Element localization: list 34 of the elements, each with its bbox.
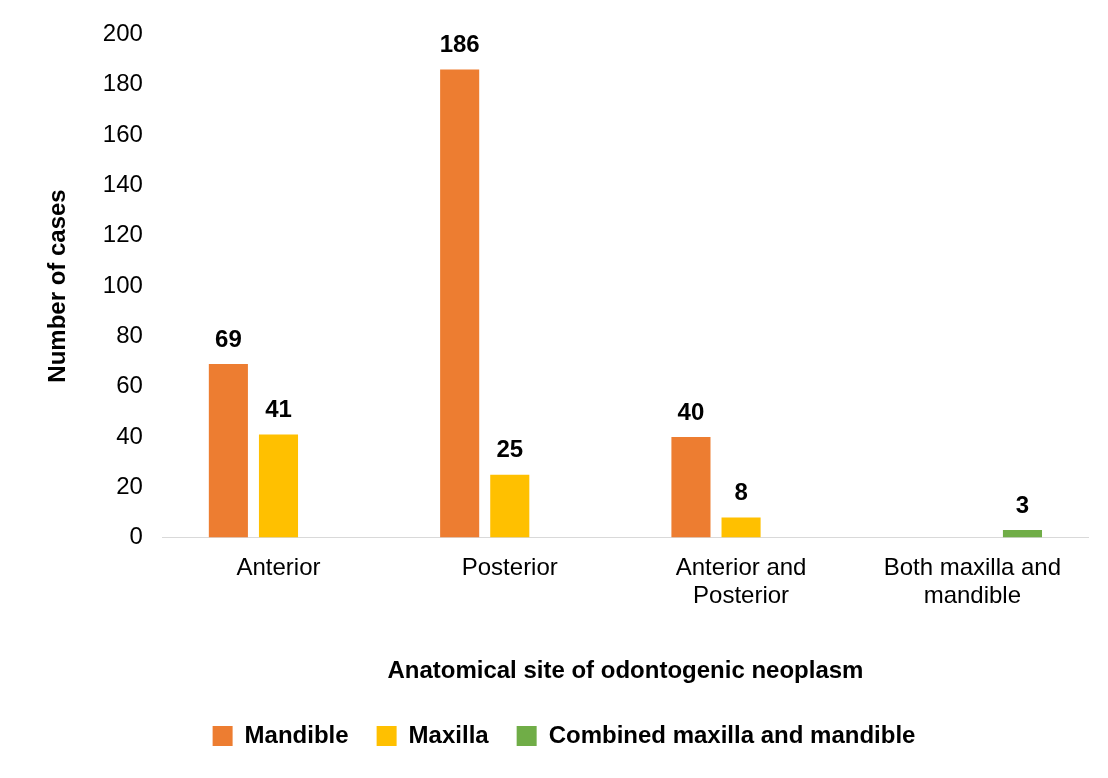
- data-label: 3: [1015, 490, 1030, 518]
- bar: [440, 69, 480, 538]
- bar: [208, 364, 248, 538]
- legend-label: Mandible: [244, 720, 349, 748]
- y-tick-label: 200: [102, 19, 143, 47]
- y-tick-label: 160: [102, 119, 143, 147]
- y-tick-label: 180: [102, 69, 143, 97]
- data-label: 8: [734, 478, 748, 506]
- y-tick-label: 20: [116, 471, 143, 499]
- y-tick-label: 120: [102, 220, 143, 248]
- data-label: 186: [439, 30, 480, 58]
- x-tick-label: Posterior: [461, 552, 558, 580]
- x-tick-label: Anterior and Posterior: [675, 552, 807, 609]
- y-tick-label: 80: [116, 320, 143, 348]
- y-axis-title: Number of cases: [43, 189, 71, 383]
- bar: [1002, 530, 1043, 538]
- bar: [671, 436, 711, 538]
- y-tick-label: 40: [116, 421, 143, 449]
- y-tick-label: 60: [116, 371, 143, 399]
- y-tick-label: 0: [129, 522, 143, 550]
- x-tick-label: Anterior: [236, 552, 321, 580]
- legend-label: Maxilla: [408, 720, 490, 748]
- legend-label: Combined maxilla and mandible: [548, 720, 916, 748]
- y-tick-label: 140: [102, 169, 143, 197]
- data-label: 69: [215, 324, 242, 352]
- x-tick-label: Both maxilla and mandible: [883, 552, 1062, 609]
- bar: [258, 434, 299, 538]
- data-label: 41: [265, 395, 292, 423]
- bar: [721, 517, 761, 538]
- data-label: 40: [677, 397, 705, 425]
- data-label: 25: [496, 435, 524, 463]
- y-tick-label: 100: [102, 270, 143, 298]
- bar: [490, 474, 530, 538]
- x-axis-title: Anatomical site of odontogenic neoplasm: [387, 656, 864, 684]
